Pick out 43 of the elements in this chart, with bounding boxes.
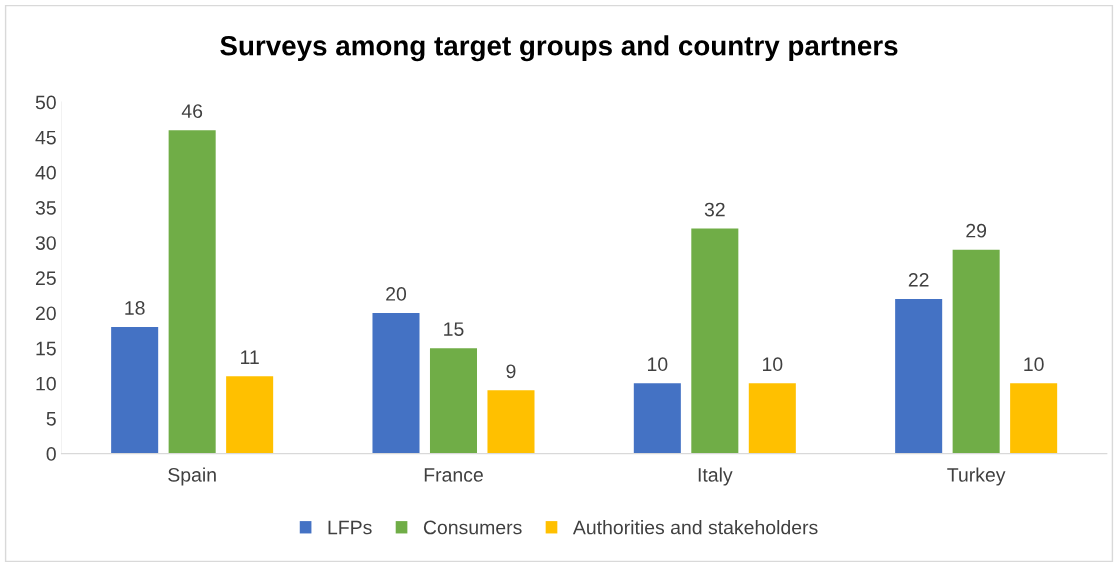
data-label: 22: [908, 272, 929, 287]
chart-title: Surveys among target groups and country partners: [220, 35, 898, 62]
data-label: 9: [506, 364, 516, 379]
bar: [429, 348, 478, 454]
y-tick-label: 25: [35, 271, 56, 286]
y-tick-label: 50: [35, 95, 56, 110]
y-tick-label: 45: [35, 130, 56, 145]
legend-label: Consumers: [423, 520, 522, 535]
y-tick-label: 0: [46, 447, 56, 461]
bar: [168, 130, 216, 454]
legend-label: Authorities and stakeholders: [572, 520, 818, 535]
bar: [1010, 383, 1058, 454]
data-label: 11: [241, 350, 259, 364]
data-label: 10: [1024, 357, 1044, 372]
x-tick-label: Spain: [168, 467, 216, 486]
y-tick-label: 15: [36, 341, 56, 356]
bar: [372, 312, 420, 454]
bar: [895, 298, 943, 454]
bar: [487, 390, 535, 454]
data-label: 15: [444, 322, 464, 336]
y-tick-label: 35: [35, 200, 56, 215]
y-tick-label: 20: [35, 306, 56, 321]
y-tick-label: 40: [35, 165, 56, 180]
bar: [691, 228, 739, 454]
data-label: 18: [125, 301, 145, 315]
data-label: 10: [648, 357, 668, 372]
x-tick-label: Turkey: [947, 467, 1006, 486]
bar: [748, 383, 796, 454]
data-label: 10: [762, 357, 783, 372]
bar: [111, 327, 159, 454]
y-tick-label: 30: [35, 236, 56, 250]
x-tick-label: Italy: [698, 467, 733, 486]
bar: [226, 376, 274, 454]
y-tick-label: 10: [36, 376, 56, 391]
legend-label: LFPs: [328, 520, 372, 535]
y-tick-label: 5: [46, 412, 56, 426]
data-label: 32: [704, 202, 725, 217]
data-label: 46: [181, 104, 203, 119]
data-label: 29: [966, 223, 987, 238]
data-label: 20: [386, 287, 407, 301]
bar: [633, 383, 681, 454]
bar: [952, 249, 1000, 454]
x-tick-label: France: [424, 468, 483, 482]
